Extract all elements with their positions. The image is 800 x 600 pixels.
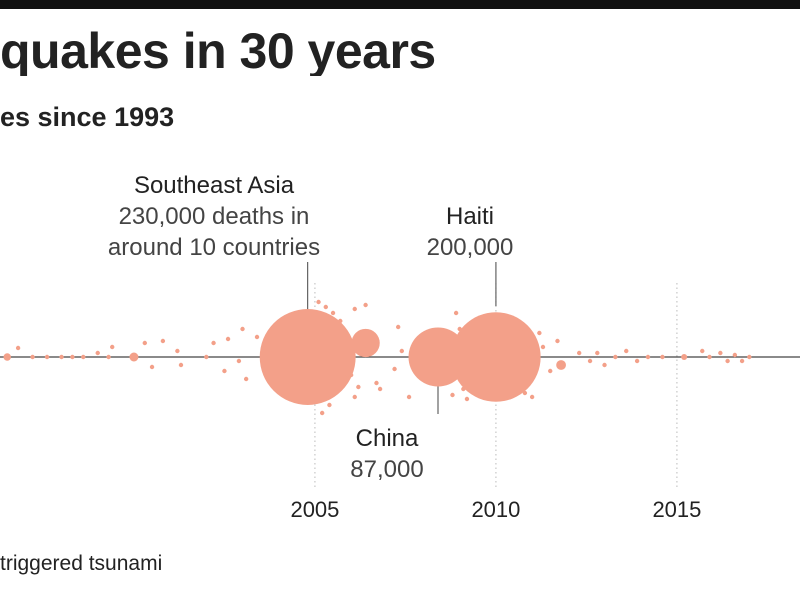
quake-bubble-26	[323, 304, 328, 310]
quake-bubble-14	[175, 348, 180, 354]
tick-label-2010: 2010	[471, 497, 520, 522]
quake-bubble-81	[747, 354, 752, 360]
chart-title: quakes in 30 years	[0, 23, 436, 79]
quake-bubble-68	[602, 362, 607, 368]
quake-bubble-56	[519, 326, 524, 332]
quake-bubble-72	[645, 354, 651, 360]
quake-bubble-46	[453, 310, 459, 316]
quake-bubble-10	[129, 352, 139, 362]
quake-bubble-44	[399, 348, 405, 354]
quake-bubble-63	[555, 338, 560, 344]
quake-bubble-28	[338, 318, 343, 324]
quake-bubble-39	[352, 394, 357, 400]
quake-bubble-1	[15, 345, 21, 351]
quake-bubble-70	[624, 348, 629, 354]
quake-bubble-62	[548, 368, 553, 374]
quake-bubble-2	[30, 354, 35, 360]
quake-bubble-76	[707, 354, 712, 360]
annotation-line-0-1: around 10 countries	[108, 234, 320, 261]
quake-bubble-35	[363, 302, 368, 308]
quake-bubbles	[3, 299, 752, 416]
quake-bubble-38	[374, 380, 379, 386]
quake-bubble-71	[634, 358, 640, 364]
quake-bubble-69	[613, 354, 618, 360]
quake-bubble-77	[718, 350, 723, 356]
quake-bubble-73	[660, 354, 665, 360]
quake-bubble-59	[529, 394, 535, 400]
quake-bubble-9	[110, 344, 115, 350]
quake-bubble-7	[95, 350, 100, 356]
quake-bubble-55	[451, 312, 541, 402]
quake-bubble-4	[59, 354, 64, 360]
legend-note: triggered tsunami	[0, 552, 163, 575]
quake-annotations: Southeast Asia 230,000 deaths in around 10…	[108, 172, 513, 483]
quake-bubble-36	[348, 372, 354, 378]
quake-bubble-60	[537, 330, 542, 336]
tick-label-2005: 2005	[290, 497, 339, 522]
quake-bubble-61	[540, 344, 546, 350]
top-rule	[0, 0, 800, 9]
quake-bubble-45	[408, 327, 468, 387]
quake-bubble-27	[330, 310, 336, 316]
quake-bubble-25	[316, 299, 321, 305]
quake-bubble-58	[522, 390, 528, 396]
quake-bubble-0	[3, 353, 11, 361]
annotation-leader-lines	[307, 262, 497, 414]
quake-bubble-80	[739, 358, 745, 364]
quake-bubble-15	[178, 362, 184, 368]
quake-bubble-75	[700, 348, 705, 354]
quake-bubble-67	[595, 350, 600, 356]
quake-bubble-17	[211, 340, 216, 346]
quake-bubble-23	[254, 334, 260, 340]
quake-bubble-52	[464, 396, 470, 402]
tick-label-2015: 2015	[652, 497, 701, 522]
quake-bubble-24	[259, 309, 356, 405]
annotation-title-0: Southeast Asia	[134, 172, 295, 199]
quake-bubble-37	[356, 384, 361, 390]
annotation-line-2-0: 87,000	[350, 456, 423, 483]
quake-bubble-66	[587, 358, 593, 364]
quake-bubble-29	[319, 410, 325, 416]
quake-bubble-5	[70, 354, 75, 360]
chart-subtitle: es since 1993	[0, 102, 175, 132]
quake-bubble-11	[142, 340, 147, 346]
quake-bubble-32	[345, 372, 350, 378]
quake-bubble-16	[204, 354, 209, 360]
quake-bubble-19	[225, 336, 231, 342]
quake-bubble-13	[160, 338, 166, 344]
quake-bubble-31	[341, 332, 347, 338]
quake-bubble-78	[725, 358, 730, 364]
quake-bubble-79	[732, 352, 738, 358]
quake-bubble-64	[556, 360, 566, 370]
quake-bubble-8	[106, 354, 111, 360]
quake-bubble-30	[327, 402, 332, 408]
quake-bubble-18	[222, 368, 227, 374]
quake-bubble-53	[450, 392, 455, 398]
quake-bubble-21	[240, 326, 245, 332]
annotation-line-1-0: 200,000	[427, 234, 514, 261]
quake-bubble-40	[377, 386, 383, 392]
quake-bubble-42	[395, 324, 401, 330]
quake-bubble-57	[526, 342, 531, 348]
annotation-title-2: China	[356, 425, 419, 452]
quake-bubble-33	[351, 328, 380, 358]
quake-bubble-6	[81, 354, 86, 360]
year-tick-labels: 2005 2010 2015	[290, 497, 701, 522]
quake-bubble-43	[406, 394, 412, 400]
annotation-line-0-0: 230,000 deaths in	[119, 203, 310, 230]
quake-bubble-34	[352, 306, 357, 312]
quake-bubble-41	[392, 366, 397, 372]
quake-bubble-74	[681, 354, 688, 360]
quake-bubble-20	[236, 358, 242, 364]
quake-bubble-12	[149, 364, 155, 370]
annotation-title-1: Haiti	[446, 203, 494, 230]
quake-bubble-65	[576, 350, 582, 356]
quake-bubble-22	[243, 376, 249, 382]
quake-bubble-3	[44, 354, 50, 360]
